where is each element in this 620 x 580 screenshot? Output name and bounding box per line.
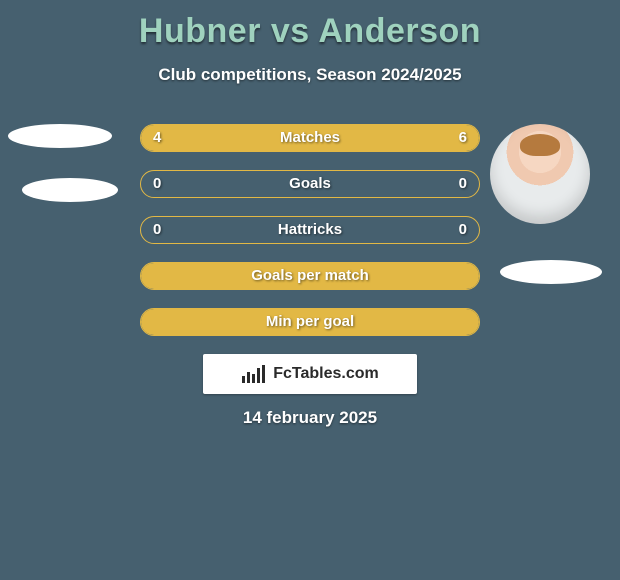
stat-label: Goals per match <box>141 263 479 289</box>
stat-row-min-per-goal: Min per goal <box>140 308 480 336</box>
brand-badge: FcTables.com <box>203 354 417 394</box>
stat-value-right: 0 <box>459 171 467 197</box>
stats-container: 4 Matches 6 0 Goals 0 0 Hattricks 0 Goal… <box>140 124 480 354</box>
stat-label: Min per goal <box>141 309 479 335</box>
date-text: 14 february 2025 <box>0 408 620 428</box>
stat-row-goals: 0 Goals 0 <box>140 170 480 198</box>
decor-ellipse <box>8 124 112 148</box>
stat-row-goals-per-match: Goals per match <box>140 262 480 290</box>
page-title: Hubner vs Anderson <box>0 0 620 51</box>
stat-label: Goals <box>141 171 479 197</box>
stat-label: Matches <box>141 125 479 151</box>
stat-row-hattricks: 0 Hattricks 0 <box>140 216 480 244</box>
player-avatar-right <box>490 124 590 224</box>
stat-row-matches: 4 Matches 6 <box>140 124 480 152</box>
stat-label: Hattricks <box>141 217 479 243</box>
decor-ellipse <box>500 260 602 284</box>
brand-text: FcTables.com <box>273 365 379 383</box>
stat-value-right: 0 <box>459 217 467 243</box>
subtitle: Club competitions, Season 2024/2025 <box>0 65 620 85</box>
decor-ellipse <box>22 178 118 202</box>
bars-icon <box>241 364 267 384</box>
stat-value-right: 6 <box>459 125 467 151</box>
